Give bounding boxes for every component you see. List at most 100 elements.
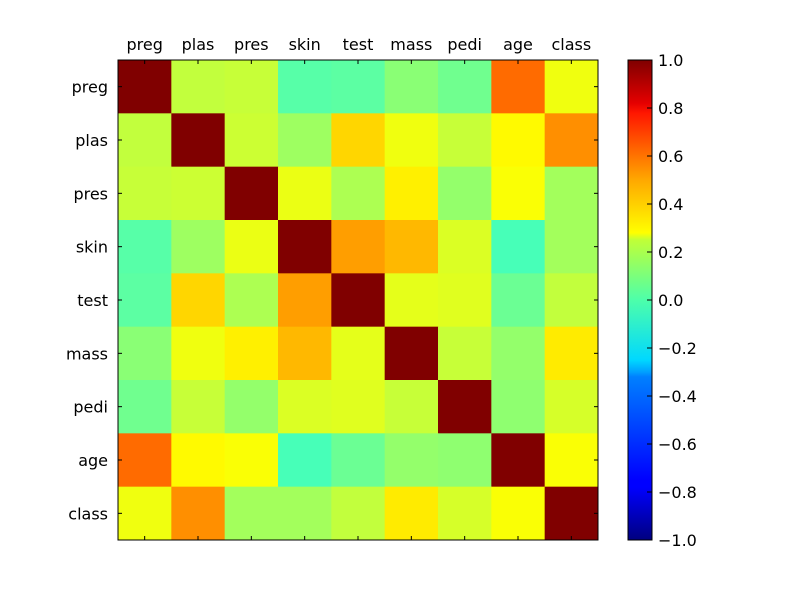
y-tick-label: pedi — [73, 398, 108, 417]
heatmap-cell — [384, 220, 439, 274]
heatmap-cell — [118, 326, 172, 381]
heatmap-cell — [544, 326, 599, 381]
heatmap-cell — [278, 380, 332, 434]
colorbar-tick-label: 0.2 — [658, 243, 683, 262]
colorbar-tick-label: −0.4 — [658, 387, 697, 406]
heatmap-cell — [384, 486, 439, 541]
x-tick-label: skin — [289, 35, 321, 54]
colorbar-tick-label: −0.6 — [658, 435, 697, 454]
heatmap-cell — [331, 166, 386, 221]
heatmap-cell — [118, 220, 172, 274]
heatmap-cell — [544, 220, 599, 274]
colorbar-tick-label: 0.0 — [658, 291, 683, 310]
heatmap-cell — [224, 433, 279, 488]
heatmap-cell — [118, 60, 172, 114]
heatmap-cell — [278, 166, 332, 221]
heatmap-cell — [438, 326, 492, 381]
heatmap-cell — [331, 113, 386, 168]
heatmap-cell — [491, 433, 546, 488]
heatmap-cell — [224, 60, 279, 114]
heatmap-cell — [118, 486, 172, 541]
heatmap-cell — [171, 60, 226, 114]
heatmap-cell — [118, 433, 172, 488]
colorbar-tick-label: −1.0 — [658, 531, 697, 550]
y-tick-label: preg — [72, 78, 108, 97]
heatmap-cell — [224, 380, 279, 434]
heatmap-cell — [384, 60, 439, 114]
heatmap-cell — [491, 113, 546, 168]
heatmap-cell — [438, 273, 492, 328]
y-axis-ticks: preg plas pres skin test mass pedi age class — [66, 78, 598, 523]
heatmap-cell — [118, 166, 172, 221]
heatmap-cell — [544, 273, 599, 328]
heatmap-cell — [331, 60, 386, 114]
heatmap-cell — [438, 220, 492, 274]
heatmap-cell — [384, 113, 439, 168]
x-tick-label: test — [343, 35, 374, 54]
heatmap-cell — [544, 166, 599, 221]
heatmap-cell — [384, 166, 439, 221]
colorbar-tick-label: −0.2 — [658, 339, 697, 358]
y-tick-label: skin — [76, 238, 108, 257]
y-tick-label: age — [78, 451, 108, 470]
heatmap-cell — [171, 113, 226, 168]
colorbar-tick-label: 1.0 — [658, 51, 683, 70]
heatmap-cell — [278, 220, 332, 274]
heatmap-cell — [171, 273, 226, 328]
heatmap-cell — [278, 113, 332, 168]
heatmap-cell — [544, 380, 599, 434]
heatmap-cell — [438, 486, 492, 541]
heatmap-cell — [171, 433, 226, 488]
colorbar-tick-label: 0.4 — [658, 195, 683, 214]
x-tick-label: pedi — [447, 35, 482, 54]
heatmap-cell — [491, 220, 546, 274]
heatmap-cell — [331, 380, 386, 434]
heatmap-cell — [331, 220, 386, 274]
x-tick-label: class — [551, 35, 591, 54]
heatmap-cell — [384, 326, 439, 381]
heatmap-cell — [491, 273, 546, 328]
heatmap-cell — [278, 60, 332, 114]
heatmap-cell — [331, 486, 386, 541]
heatmap-cell — [491, 326, 546, 381]
heatmap-cell — [224, 220, 279, 274]
heatmap-cell — [438, 380, 492, 434]
heatmap-cell — [224, 486, 279, 541]
heatmap-cell — [491, 166, 546, 221]
y-tick-label: pres — [73, 184, 108, 203]
y-tick-label: test — [77, 291, 108, 310]
heatmap-cell — [491, 60, 546, 114]
heatmap-cell — [224, 166, 279, 221]
heatmap-cell — [278, 273, 332, 328]
heatmap-cell — [384, 273, 439, 328]
heatmap-cell — [171, 326, 226, 381]
heatmap-cells — [118, 60, 599, 541]
heatmap-cell — [224, 326, 279, 381]
x-tick-label: age — [503, 35, 533, 54]
heatmap-cell — [544, 486, 599, 541]
x-axis-ticks: preg plas pres skin test mass pedi age class — [126, 35, 591, 540]
heatmap-cell — [438, 166, 492, 221]
heatmap-cell — [171, 166, 226, 221]
heatmap-cell — [491, 380, 546, 434]
heatmap-cell — [544, 113, 599, 168]
heatmap-cell — [171, 380, 226, 434]
colorbar-tick-label: 0.6 — [658, 147, 683, 166]
heatmap-cell — [544, 433, 599, 488]
heatmap-cell — [118, 113, 172, 168]
heatmap-cell — [384, 433, 439, 488]
heatmap-cell — [224, 273, 279, 328]
heatmap-cell — [278, 486, 332, 541]
y-tick-label: plas — [75, 131, 108, 150]
heatmap-cell — [224, 113, 279, 168]
heatmap-cell — [438, 60, 492, 114]
heatmap-cell — [278, 326, 332, 381]
colorbar-ticks: −1.0 −0.8 −0.6 −0.4 −0.2 0.0 0.2 0.4 0.6 0.8 1.0 — [647, 51, 697, 550]
x-tick-label: mass — [390, 35, 432, 54]
heatmap-cell — [438, 113, 492, 168]
colorbar-tick-label: 0.8 — [658, 99, 683, 118]
y-tick-label: class — [68, 504, 108, 523]
x-tick-label: preg — [126, 35, 162, 54]
y-tick-label: mass — [66, 344, 108, 363]
